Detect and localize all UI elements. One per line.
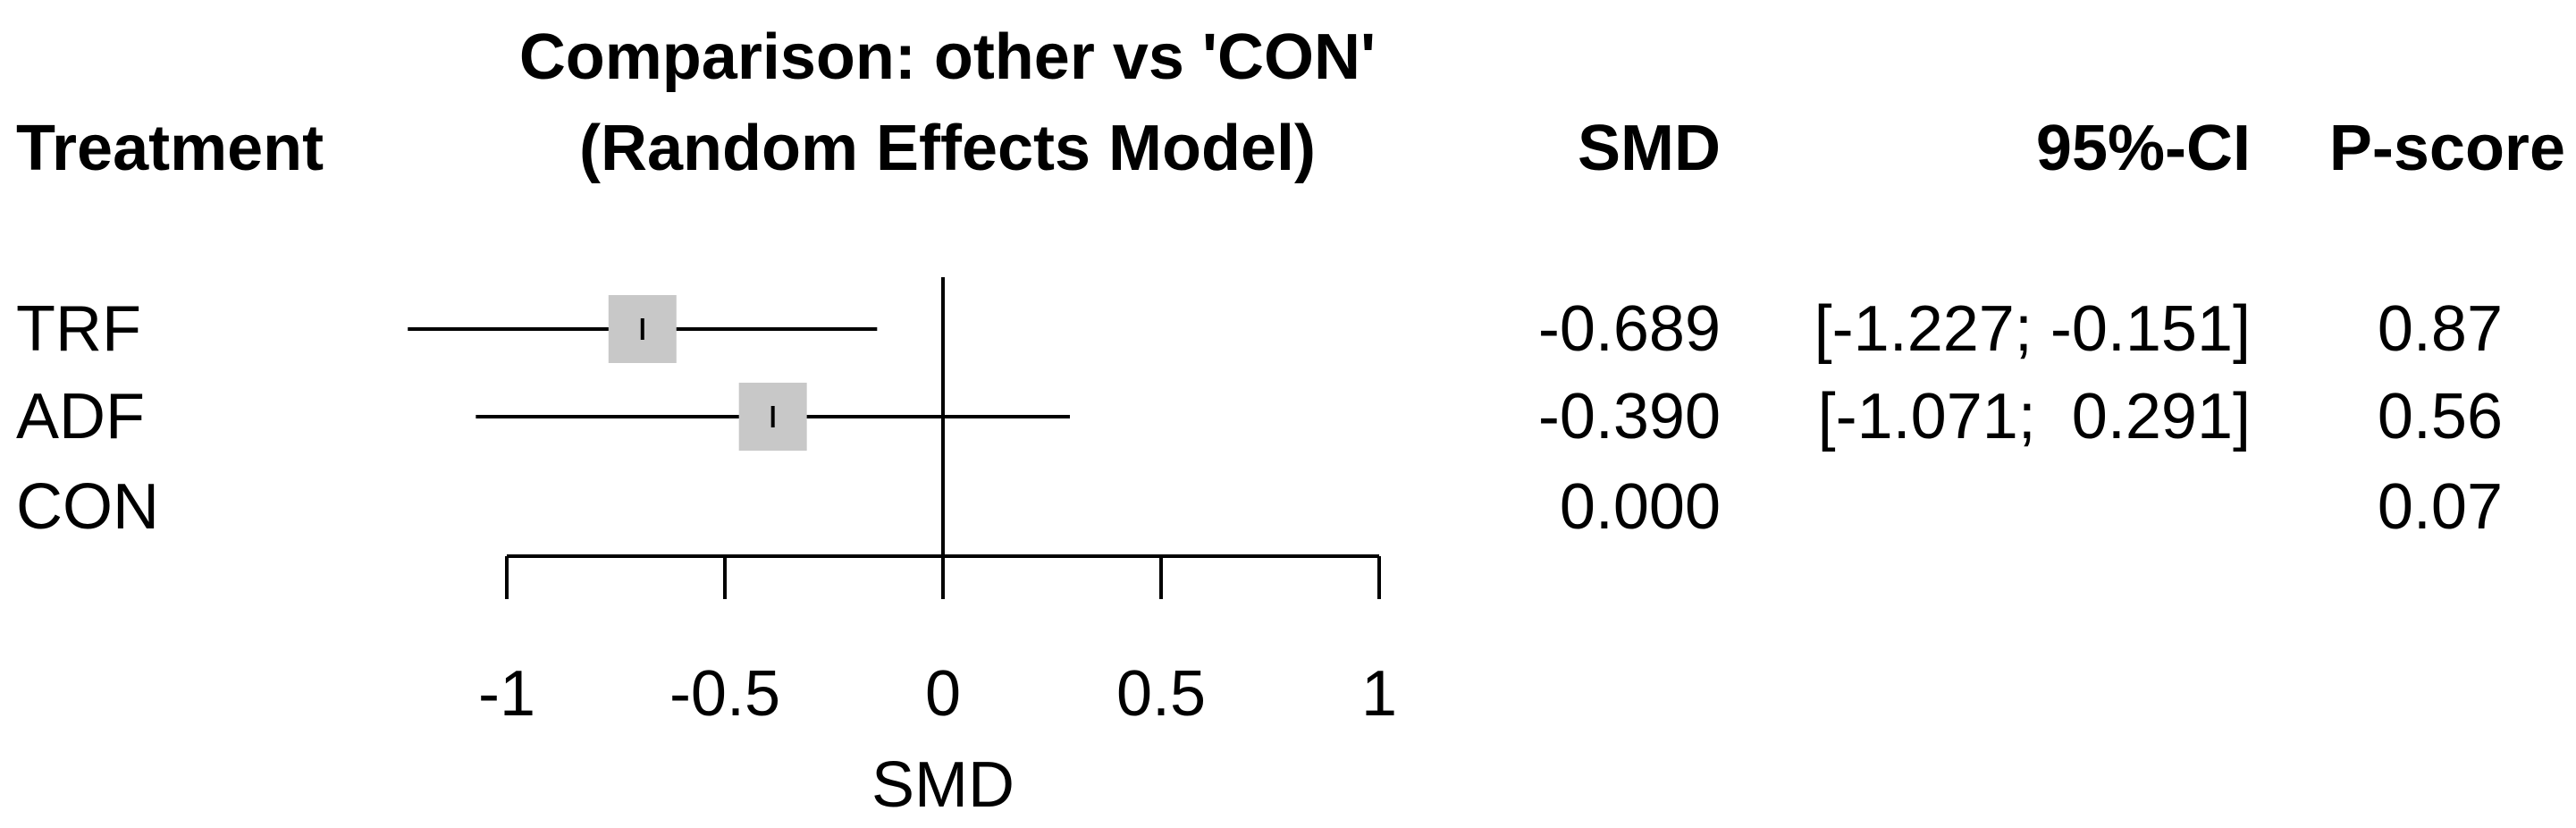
x-tick-label: -0.5 bbox=[669, 658, 780, 730]
x-tick-label: 0.5 bbox=[1116, 658, 1206, 730]
ci-value: [-1.071; 0.291] bbox=[1818, 381, 2251, 452]
x-tick-label: 0 bbox=[925, 658, 961, 730]
chart-title-line1: Comparison: other vs 'CON' bbox=[519, 21, 1376, 93]
pscore-value: 0.07 bbox=[2378, 471, 2503, 543]
header-treatment: Treatment bbox=[16, 113, 324, 184]
header-smd: SMD bbox=[1578, 113, 1721, 184]
x-tick-label: -1 bbox=[478, 658, 535, 730]
x-tick-label: 1 bbox=[1361, 658, 1397, 730]
treatment-label: TRF bbox=[16, 293, 141, 365]
row-labels: TRF -0.689 [-1.227; -0.151] 0.87 ADF -0.390 [-… bbox=[16, 293, 2503, 543]
smd-value: -0.689 bbox=[1538, 293, 1721, 365]
header-pscore: P-score bbox=[2329, 113, 2565, 184]
smd-value: -0.390 bbox=[1538, 381, 1721, 452]
treatment-label: ADF bbox=[16, 381, 145, 452]
x-axis-label: SMD bbox=[871, 749, 1014, 821]
pscore-value: 0.87 bbox=[2378, 293, 2503, 365]
chart-title-line2: (Random Effects Model) bbox=[579, 113, 1316, 184]
smd-value: 0.000 bbox=[1560, 471, 1721, 543]
plot-area: -1 -0.5 0 0.5 1 bbox=[408, 277, 1397, 730]
header-ci: 95%-CI bbox=[2036, 113, 2251, 184]
ci-value: [-1.227; -0.151] bbox=[1814, 293, 2251, 365]
pscore-value: 0.56 bbox=[2378, 381, 2503, 452]
treatment-label: CON bbox=[16, 471, 159, 543]
